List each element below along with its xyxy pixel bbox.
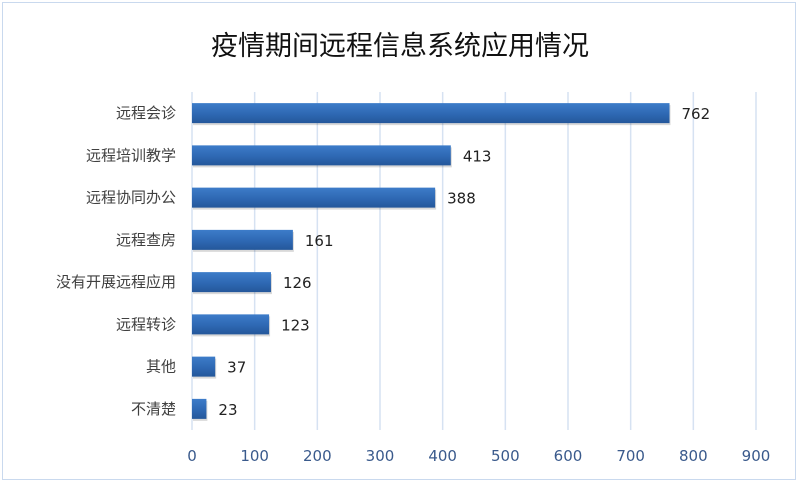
chart-title: 疫情期间远程信息系统应用情况 <box>211 31 589 62</box>
data-label: 413 <box>463 147 492 165</box>
data-label: 388 <box>447 190 476 208</box>
x-tick-label: 700 <box>616 447 645 465</box>
data-label: 126 <box>283 274 312 292</box>
bar <box>192 314 270 335</box>
x-tick-label: 300 <box>366 447 395 465</box>
category-label: 远程培训教学 <box>86 146 176 164</box>
category-label: 其他 <box>146 358 176 376</box>
bar <box>192 398 207 419</box>
category-label: 远程会诊 <box>116 104 176 122</box>
x-tick-label: 500 <box>491 447 520 465</box>
x-tick-label: 0 <box>187 447 197 465</box>
x-tick-label: 100 <box>240 447 269 465</box>
data-label: 161 <box>305 232 334 250</box>
category-label: 远程协同办公 <box>86 189 176 207</box>
bar <box>192 103 670 124</box>
x-tick-label: 200 <box>303 447 332 465</box>
bar <box>192 229 293 250</box>
data-label: 23 <box>218 401 237 419</box>
category-label: 远程查房 <box>116 231 176 249</box>
data-label: 123 <box>281 316 310 334</box>
bar <box>192 356 216 377</box>
category-label: 不清楚 <box>131 400 176 418</box>
x-tick-label: 600 <box>554 447 583 465</box>
bar <box>192 272 271 293</box>
category-label: 远程转诊 <box>116 315 176 333</box>
bar <box>192 187 436 208</box>
x-tick-label: 400 <box>428 447 457 465</box>
bar <box>192 145 451 166</box>
x-tick-label: 800 <box>679 447 708 465</box>
data-label: 762 <box>682 105 711 123</box>
data-label: 37 <box>227 359 246 377</box>
x-tick-label: 900 <box>742 447 771 465</box>
category-label: 没有开展远程应用 <box>56 273 176 291</box>
